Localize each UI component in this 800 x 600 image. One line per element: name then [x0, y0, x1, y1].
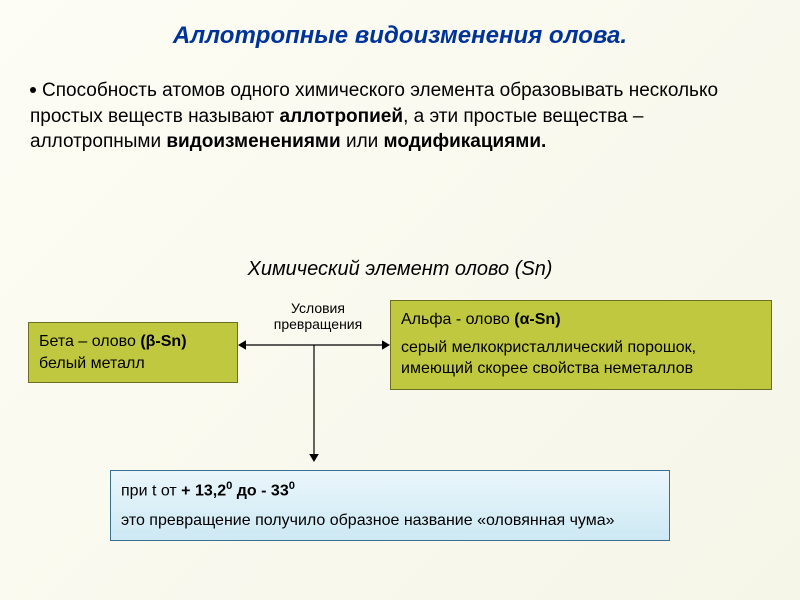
cond-prefix: при t от — [121, 482, 181, 499]
para-bold-2: видоизменениями — [166, 131, 340, 152]
alpha-line1: Альфа - олово (α-Sn) — [401, 309, 761, 331]
cond-sup2: 0 — [289, 480, 295, 492]
cond-mid: до — [232, 482, 261, 499]
element-subtitle: Химический элемент олово (Sn) — [0, 258, 800, 281]
para-bold-3: модификациями. — [384, 131, 547, 152]
beta-tin-box: Бета – олово (β-Sn) белый металл — [28, 322, 238, 383]
beta-line1-bold: (β-Sn) — [140, 333, 186, 350]
cond-bold1: + 13,2 — [181, 482, 226, 499]
arrow-label-line1: Условия — [258, 300, 378, 316]
slide-title: Аллотропные видоизменения олова. — [0, 22, 800, 50]
beta-line2: белый металл — [39, 353, 227, 375]
transformation-conditions-label: Условия превращения — [258, 300, 378, 332]
conditions-box: при t от + 13,20 до - 330 это превращени… — [110, 470, 670, 541]
alpha-line1-plain: Альфа - олово — [401, 311, 514, 328]
arrow-label-line2: превращения — [258, 316, 378, 332]
alpha-line2: серый мелкокристаллический порошок, имею… — [401, 337, 761, 380]
alpha-tin-box: Альфа - олово (α-Sn) серый мелкокристалл… — [390, 300, 772, 390]
beta-line1-plain: Бета – олово — [39, 333, 140, 350]
definition-paragraph: Способность атомов одного химического эл… — [30, 78, 770, 155]
alpha-line1-bold: (α-Sn) — [514, 311, 560, 328]
bullet-icon — [30, 87, 36, 93]
cond-line1: при t от + 13,20 до - 330 — [121, 479, 659, 502]
cond-line2: это превращение получило образное назван… — [121, 510, 659, 532]
para-mid2: или — [341, 131, 384, 152]
para-bold-1: аллотропией — [280, 106, 404, 127]
beta-line1: Бета – олово (β-Sn) — [39, 331, 227, 353]
cond-bold2: - 33 — [261, 482, 289, 499]
